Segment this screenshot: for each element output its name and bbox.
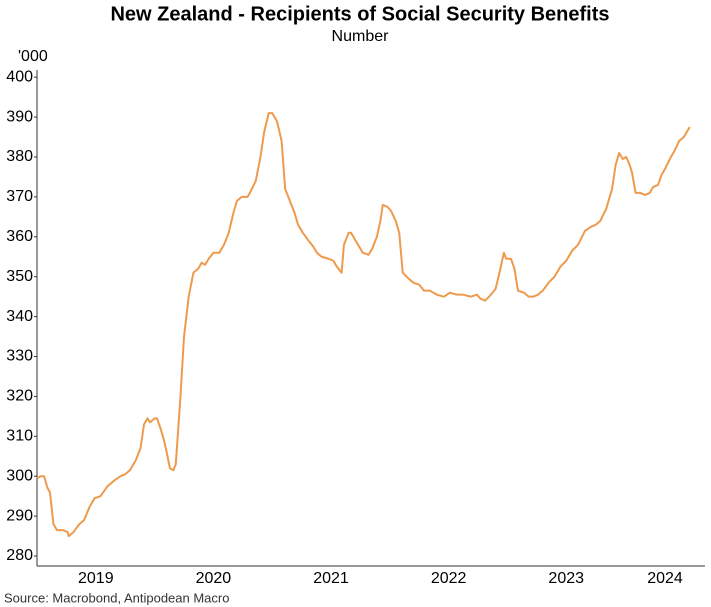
data-line bbox=[36, 112, 691, 538]
x-tick-label: 2021 bbox=[313, 570, 349, 587]
chart-title: New Zealand - Recipients of Social Secur… bbox=[110, 3, 609, 25]
y-tick-label: 320 bbox=[6, 388, 33, 405]
y-tick-label: 350 bbox=[6, 268, 33, 285]
y-tick-label: 330 bbox=[6, 348, 33, 365]
x-tick-label: 2023 bbox=[548, 570, 584, 587]
y-tick-label: 400 bbox=[6, 68, 33, 85]
y-tick-label: 310 bbox=[6, 428, 33, 445]
y-unit: '000 bbox=[18, 48, 48, 65]
x-tick-label: 2020 bbox=[196, 570, 232, 587]
x-tick-label: 2024 bbox=[647, 570, 683, 587]
y-tick-label: 370 bbox=[6, 188, 33, 205]
y-tick-label: 340 bbox=[6, 308, 33, 325]
y-tick-label: 380 bbox=[6, 148, 33, 165]
chart-subtitle: Number bbox=[332, 28, 390, 45]
x-tick-label: 2022 bbox=[431, 570, 467, 587]
y-tick-label: 290 bbox=[6, 507, 33, 524]
x-tick-label: 2019 bbox=[78, 570, 114, 587]
y-tick-label: 390 bbox=[6, 108, 33, 125]
y-tick-label: 360 bbox=[6, 228, 33, 245]
y-tick-label: 280 bbox=[6, 547, 33, 564]
y-tick-label: 300 bbox=[6, 467, 33, 484]
source: Source: Macrobond, Antipodean Macro bbox=[4, 590, 229, 605]
